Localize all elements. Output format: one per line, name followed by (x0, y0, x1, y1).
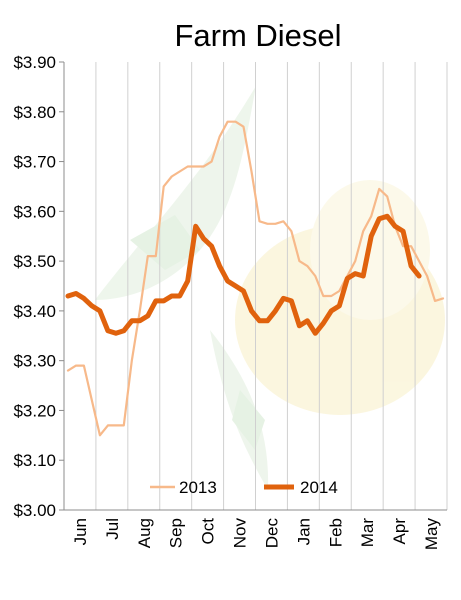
x-tick-label: Nov (231, 518, 250, 549)
y-axis-tick-labels: $3.00 $3.10 $3.20 $3.30 $3.40 $3.50 $3.60 $3.70… (13, 53, 64, 520)
x-tick-label: Sep (167, 518, 186, 548)
x-tick-label: Aug (135, 518, 154, 548)
vertical-gridlines (95, 62, 448, 510)
y-tick-label: $3.20 (13, 401, 56, 420)
y-tick-label: $3.90 (13, 53, 56, 72)
y-tick-label: $3.60 (13, 202, 56, 221)
x-tick-label: Jan (294, 518, 313, 545)
x-tick-label: Jun (71, 518, 90, 545)
background-artwork (95, 86, 445, 490)
x-axis-tick-labels: Jun Jul Aug Sep Oct Nov Dec Jan Feb Mar Apr May (71, 518, 441, 551)
y-tick-label: $3.80 (13, 103, 56, 122)
series-line-2014 (65, 213, 422, 336)
x-tick-label: Oct (199, 518, 218, 545)
series-line-2013 (66, 120, 445, 437)
x-tick-label: Feb (326, 518, 345, 547)
y-tick-label: $3.40 (13, 302, 56, 321)
x-tick-label: Mar (358, 518, 377, 548)
axes (63, 62, 447, 511)
x-tick-label: Apr (390, 518, 409, 545)
legend: 2013 2014 (150, 478, 338, 497)
y-tick-label: $3.50 (13, 252, 56, 271)
x-tick-label: Jul (103, 518, 122, 540)
y-tick-label: $3.10 (13, 451, 56, 470)
legend-label-2013: 2013 (179, 478, 217, 497)
x-tick-label: Dec (262, 518, 281, 549)
x-tick-label: May (422, 518, 441, 551)
y-tick-label: $3.30 (13, 352, 56, 371)
legend-label-2014: 2014 (300, 478, 338, 497)
series-lines (65, 120, 445, 437)
y-tick-label: $3.70 (13, 153, 56, 172)
chart-title: Farm Diesel (174, 18, 341, 53)
y-tick-label: $3.00 (13, 501, 56, 520)
